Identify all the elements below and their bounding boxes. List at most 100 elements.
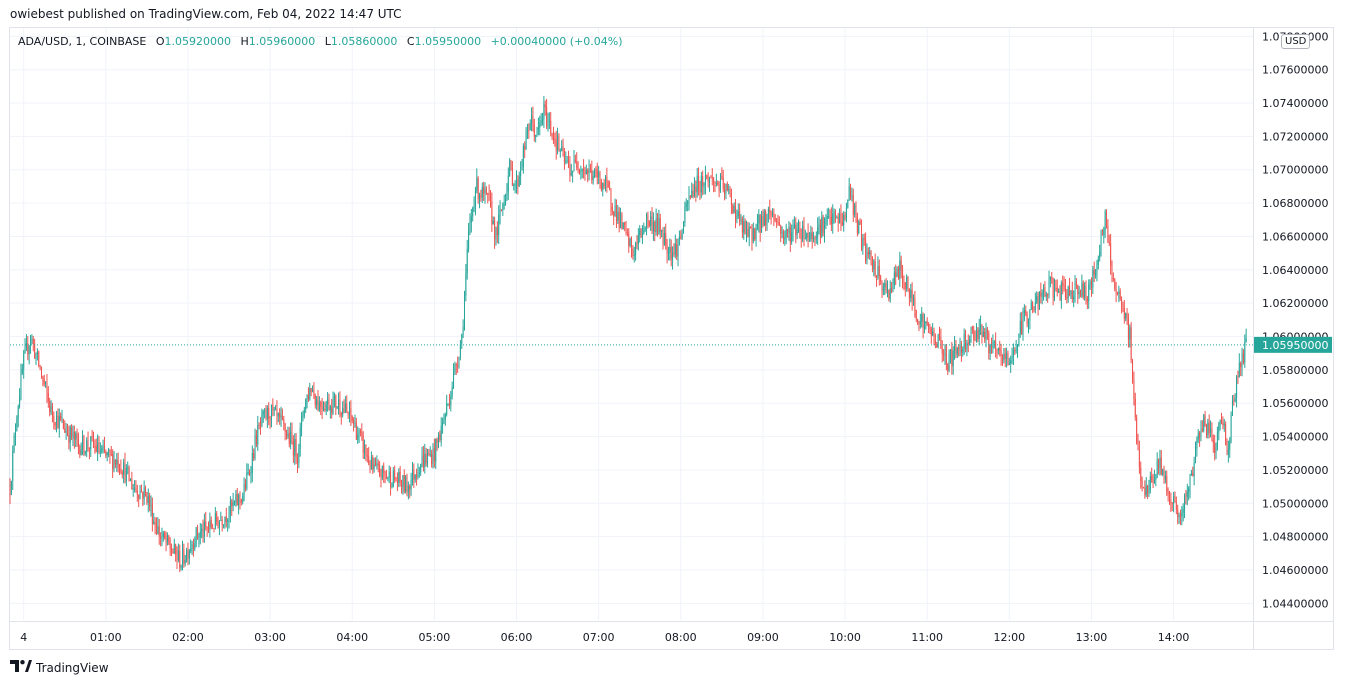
candle-body xyxy=(132,488,134,490)
candle-body xyxy=(416,474,418,477)
candle-body xyxy=(242,496,244,503)
candle-body xyxy=(934,340,936,344)
candle-body xyxy=(103,445,105,452)
candle-body xyxy=(429,454,431,456)
candle-body xyxy=(877,266,879,278)
candle-body xyxy=(1062,283,1064,286)
candle-body xyxy=(599,172,601,182)
candle-body xyxy=(991,344,993,348)
candle-body xyxy=(1029,309,1031,320)
candle-body xyxy=(205,521,207,528)
candle-body xyxy=(1207,422,1209,436)
candle-body xyxy=(715,182,717,184)
candle-body xyxy=(336,406,338,408)
candle-body xyxy=(1008,363,1010,365)
candle-body xyxy=(217,521,219,528)
candle-body xyxy=(312,390,314,392)
time-axis[interactable]: 4 01:00 02:00 03:00 04:00 05:00 06:00 07:00 08:0… xyxy=(10,621,1333,645)
candle-body xyxy=(502,203,504,210)
candle-body xyxy=(329,406,331,411)
candle-body xyxy=(1077,284,1079,295)
candle-body xyxy=(847,199,849,208)
candle-body xyxy=(229,500,231,516)
candle-body xyxy=(221,519,223,526)
candle-body xyxy=(1045,294,1047,297)
candle-body xyxy=(346,403,348,412)
candle-body xyxy=(187,550,189,559)
candle-body xyxy=(97,442,99,453)
candle-body xyxy=(276,408,278,416)
candle-body xyxy=(1073,296,1075,300)
candle-body xyxy=(325,403,327,411)
candle-body xyxy=(1186,492,1188,497)
candle-body xyxy=(1096,264,1098,273)
candle-body xyxy=(1208,422,1210,433)
chart-frame[interactable] xyxy=(9,27,1334,650)
candle-body xyxy=(651,216,653,232)
candle-body xyxy=(542,119,544,121)
tradingview-brand[interactable]: TradingView xyxy=(36,661,109,675)
candle-body xyxy=(373,464,375,470)
candle-body xyxy=(489,195,491,202)
candle-body xyxy=(338,399,340,407)
candle-body xyxy=(31,339,33,341)
candle-body xyxy=(1049,277,1051,280)
candle-body xyxy=(563,150,565,162)
candle-body xyxy=(1092,269,1094,288)
price-axis[interactable]: 1.04400000 1.04600000 1.04800000 1.05000000… xyxy=(1253,28,1329,649)
candle-body xyxy=(249,471,251,475)
candle-body xyxy=(1159,457,1161,468)
candle-body xyxy=(366,455,368,457)
candle-body xyxy=(355,422,357,440)
candle-body xyxy=(635,242,637,255)
candle-body xyxy=(572,171,574,173)
candle-body xyxy=(79,445,81,455)
candle-body xyxy=(1221,420,1223,422)
candle-body xyxy=(1070,290,1072,296)
candle-body xyxy=(472,208,474,217)
candle-body xyxy=(956,348,958,355)
candle-body xyxy=(82,436,84,450)
candle-body xyxy=(736,216,738,219)
candle-body xyxy=(1133,380,1135,399)
candle-body xyxy=(971,327,973,330)
candle-body xyxy=(1237,376,1239,378)
candle-body xyxy=(1141,480,1143,488)
candle-body xyxy=(600,181,602,191)
candle-body xyxy=(781,232,783,234)
candle-body xyxy=(317,399,319,410)
candle-body xyxy=(1179,515,1181,517)
candle-body xyxy=(1181,512,1183,517)
candle-body xyxy=(524,146,526,150)
candle-body xyxy=(324,408,326,411)
candle-body xyxy=(1236,376,1238,399)
candle-body xyxy=(617,211,619,221)
candle-body xyxy=(223,524,225,526)
high-label: H xyxy=(240,35,249,48)
candle-body xyxy=(581,168,583,171)
candle-body xyxy=(811,232,813,239)
candle-body xyxy=(648,220,650,227)
candle-body xyxy=(936,343,938,348)
candle-body xyxy=(889,288,891,299)
candle-body xyxy=(201,528,203,532)
candle-body xyxy=(444,414,446,420)
candle-body xyxy=(1170,499,1172,503)
candle-body xyxy=(598,172,600,178)
candle-body xyxy=(885,283,887,291)
currency-button[interactable]: USD xyxy=(1281,34,1311,49)
candle-body xyxy=(246,472,248,489)
candle-body xyxy=(1033,309,1035,311)
candle-body xyxy=(206,527,208,529)
candle-body xyxy=(149,496,151,507)
candle-body xyxy=(1004,353,1006,359)
candle-body xyxy=(269,418,271,420)
candle-body xyxy=(747,229,749,237)
candle-body xyxy=(576,161,578,169)
candle-body xyxy=(673,252,675,255)
candle-body xyxy=(561,146,563,151)
candle-body xyxy=(240,499,242,503)
candle-body xyxy=(639,229,641,235)
symbol-label[interactable]: ADA/USD, 1, COINBASE xyxy=(18,35,147,48)
